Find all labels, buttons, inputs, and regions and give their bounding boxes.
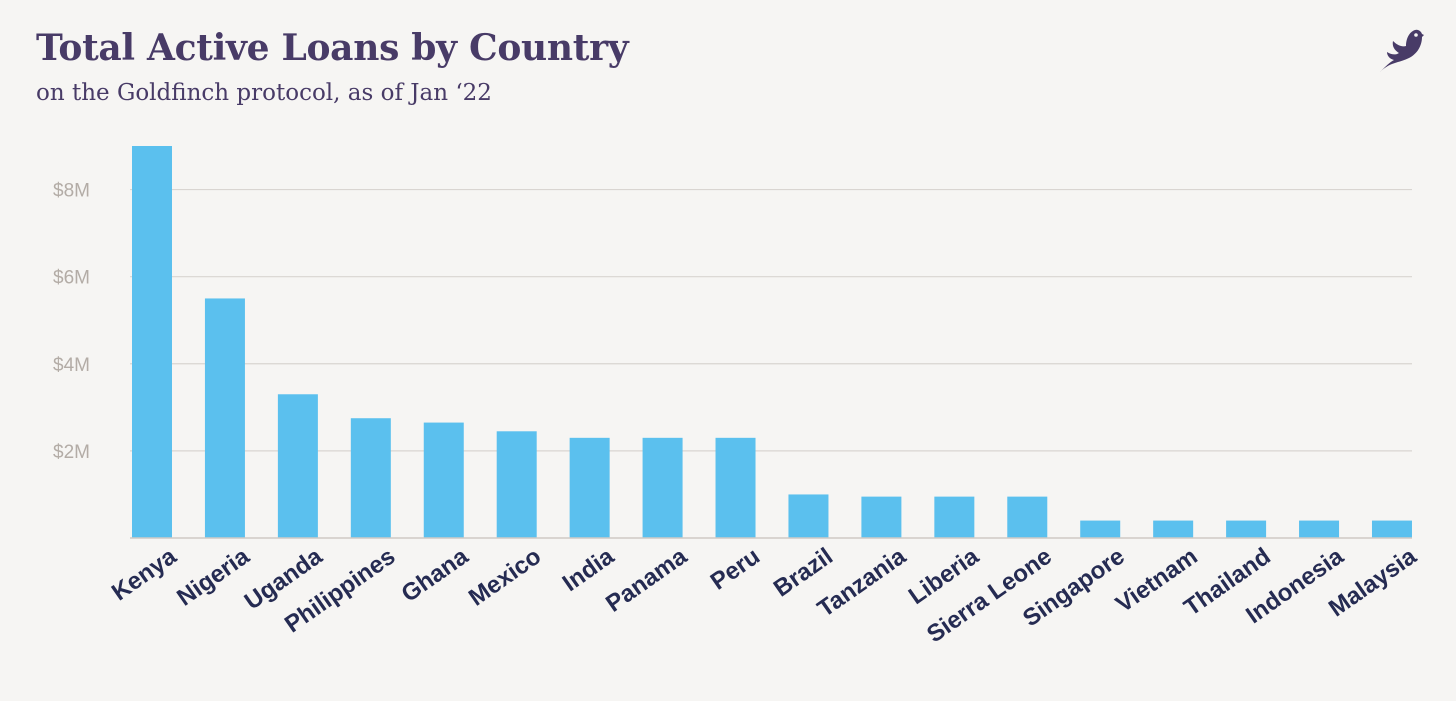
x-tick-label: Sierra Leone bbox=[922, 543, 1057, 649]
x-tick-label: Mexico bbox=[464, 543, 546, 612]
bar-nigeria bbox=[204, 298, 245, 538]
bar-philippines bbox=[350, 418, 391, 538]
bar-liberia bbox=[934, 496, 975, 538]
bar-ghana bbox=[423, 422, 464, 538]
goldfinch-bird-icon bbox=[1380, 29, 1424, 73]
bar-peru bbox=[715, 437, 756, 538]
bar-tanzania bbox=[861, 496, 902, 538]
bars bbox=[132, 146, 1412, 538]
gridlines bbox=[130, 188, 1412, 452]
x-tick-label: Ghana bbox=[397, 542, 474, 607]
bar-india bbox=[569, 437, 610, 538]
bar-mexico bbox=[496, 431, 537, 538]
y-tick-label: $4M bbox=[53, 355, 90, 376]
x-tick-label: Kenya bbox=[107, 542, 182, 606]
bar-thailand bbox=[1226, 520, 1267, 538]
bar-malaysia bbox=[1371, 520, 1412, 538]
y-tick-label: $2M bbox=[53, 442, 90, 463]
chart-subtitle: on the Goldfinch protocol, as of Jan ‘22 bbox=[36, 80, 492, 106]
y-axis-ticks: $2M $4M $6M $8M bbox=[53, 181, 90, 463]
chart-title: Total Active Loans by Country bbox=[36, 27, 629, 69]
bar-indonesia bbox=[1299, 520, 1340, 538]
y-tick-label: $6M bbox=[53, 268, 90, 289]
x-axis-ticks: KenyaNigeriaUgandaPhilippinesGhanaMexico… bbox=[107, 542, 1422, 648]
x-tick-label: Nigeria bbox=[172, 542, 255, 611]
x-tick-label: Peru bbox=[706, 543, 765, 596]
bar-uganda bbox=[277, 394, 318, 538]
bar-panama bbox=[642, 437, 683, 538]
bar-kenya bbox=[132, 146, 172, 538]
bar-singapore bbox=[1080, 520, 1121, 538]
bar-vietnam bbox=[1153, 520, 1194, 538]
y-tick-label: $8M bbox=[53, 181, 90, 202]
x-tick-label: Panama bbox=[601, 542, 692, 617]
bar-brazil bbox=[788, 494, 829, 538]
bar-sierra-leone bbox=[1007, 496, 1048, 538]
